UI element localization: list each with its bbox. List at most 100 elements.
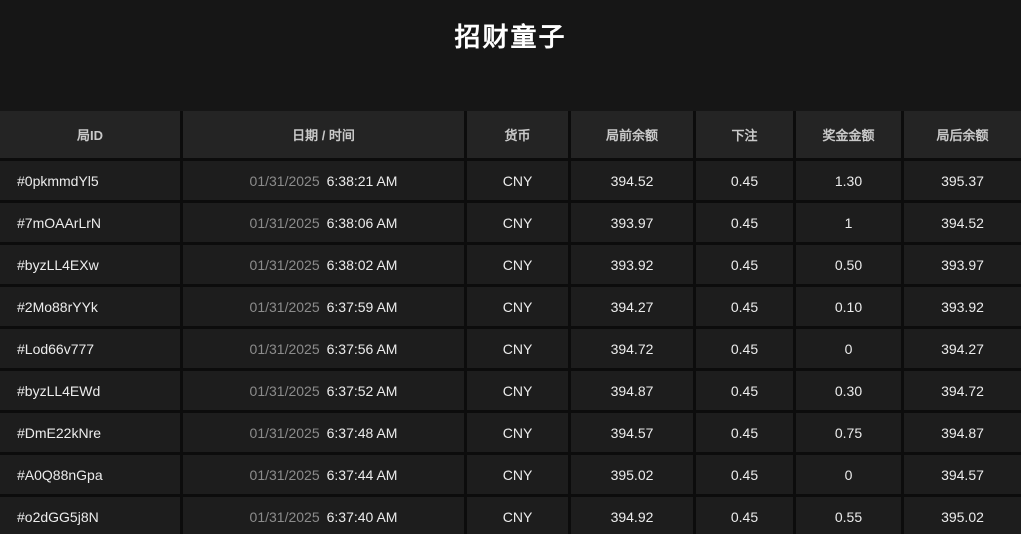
table-row: #o2dGG5j8N 01/31/2025 6:37:40 AM CNY 394.… — [0, 497, 1021, 534]
prize-cell: 0 — [796, 455, 904, 497]
prize-cell: 0.30 — [796, 371, 904, 413]
balance-after-cell: 393.92 — [904, 287, 1021, 329]
balance-before-cell: 395.02 — [571, 455, 696, 497]
balance-before-cell: 394.52 — [571, 161, 696, 203]
table-row: #DmE22kNre 01/31/2025 6:37:48 AM CNY 394.… — [0, 413, 1021, 455]
date-text: 01/31/2025 — [249, 340, 320, 357]
bet-cell: 0.45 — [696, 329, 796, 371]
bet-cell: 0.45 — [696, 371, 796, 413]
datetime-cell: 01/31/2025 6:38:06 AM — [183, 203, 467, 245]
currency-cell: CNY — [467, 413, 571, 455]
date-text: 01/31/2025 — [249, 172, 320, 189]
time-text: 6:37:52 AM — [326, 382, 398, 399]
datetime-cell: 01/31/2025 6:37:59 AM — [183, 287, 467, 329]
round-id-cell: #2Mo88rYYk — [0, 287, 183, 329]
prize-cell: 1.30 — [796, 161, 904, 203]
prize-cell: 0 — [796, 329, 904, 371]
prize-cell: 0.10 — [796, 287, 904, 329]
prize-cell: 1 — [796, 203, 904, 245]
prize-cell: 0.75 — [796, 413, 904, 455]
time-text: 6:38:02 AM — [326, 256, 398, 273]
prize-cell: 0.50 — [796, 245, 904, 287]
datetime-cell: 01/31/2025 6:37:44 AM — [183, 455, 467, 497]
balance-before-cell: 394.92 — [571, 497, 696, 534]
bet-history-table: 局ID 日期 / 时间 货币 局前余额 下注 奖金金额 局后余额 #0pkmmd… — [0, 111, 1021, 534]
date-text: 01/31/2025 — [249, 508, 320, 525]
balance-before-cell: 393.97 — [571, 203, 696, 245]
bet-cell: 0.45 — [696, 413, 796, 455]
table-row: #7mOAArLrN 01/31/2025 6:38:06 AM CNY 393.… — [0, 203, 1021, 245]
datetime-cell: 01/31/2025 6:37:56 AM — [183, 329, 467, 371]
table-row: #byzLL4EWd 01/31/2025 6:37:52 AM CNY 394.… — [0, 371, 1021, 413]
time-text: 6:37:59 AM — [326, 298, 398, 315]
round-id-cell: #byzLL4EXw — [0, 245, 183, 287]
time-text: 6:38:21 AM — [326, 172, 398, 189]
balance-before-cell: 393.92 — [571, 245, 696, 287]
prize-cell: 0.55 — [796, 497, 904, 534]
balance-before-cell: 394.72 — [571, 329, 696, 371]
round-id-cell: #byzLL4EWd — [0, 371, 183, 413]
balance-after-cell: 395.37 — [904, 161, 1021, 203]
balance-before-cell: 394.87 — [571, 371, 696, 413]
balance-after-cell: 395.02 — [904, 497, 1021, 534]
bet-cell: 0.45 — [696, 497, 796, 534]
time-text: 6:37:40 AM — [326, 508, 398, 525]
currency-cell: CNY — [467, 245, 571, 287]
column-header-bet: 下注 — [696, 111, 796, 161]
balance-before-cell: 394.27 — [571, 287, 696, 329]
currency-cell: CNY — [467, 497, 571, 534]
table-body: #0pkmmdYl5 01/31/2025 6:38:21 AM CNY 394.… — [0, 161, 1021, 534]
currency-cell: CNY — [467, 203, 571, 245]
round-id-cell: #o2dGG5j8N — [0, 497, 183, 534]
bet-cell: 0.45 — [696, 203, 796, 245]
currency-cell: CNY — [467, 287, 571, 329]
round-id-cell: #7mOAArLrN — [0, 203, 183, 245]
time-text: 6:38:06 AM — [326, 214, 398, 231]
round-id-cell: #0pkmmdYl5 — [0, 161, 183, 203]
currency-cell: CNY — [467, 329, 571, 371]
round-id-cell: #A0Q88nGpa — [0, 455, 183, 497]
datetime-cell: 01/31/2025 6:37:40 AM — [183, 497, 467, 534]
time-text: 6:37:56 AM — [326, 340, 398, 357]
balance-before-cell: 394.57 — [571, 413, 696, 455]
balance-after-cell: 394.27 — [904, 329, 1021, 371]
column-header-currency: 货币 — [467, 111, 571, 161]
table-header: 局ID 日期 / 时间 货币 局前余额 下注 奖金金额 局后余额 — [0, 111, 1021, 161]
date-text: 01/31/2025 — [249, 214, 320, 231]
time-text: 6:37:44 AM — [326, 466, 398, 483]
time-text: 6:37:48 AM — [326, 424, 398, 441]
datetime-cell: 01/31/2025 6:37:48 AM — [183, 413, 467, 455]
table-row: #A0Q88nGpa 01/31/2025 6:37:44 AM CNY 395.… — [0, 455, 1021, 497]
table-row: #Lod66v777 01/31/2025 6:37:56 AM CNY 394.… — [0, 329, 1021, 371]
column-header-balance-after: 局后余额 — [904, 111, 1021, 161]
date-text: 01/31/2025 — [249, 256, 320, 273]
balance-after-cell: 394.72 — [904, 371, 1021, 413]
date-text: 01/31/2025 — [249, 382, 320, 399]
currency-cell: CNY — [467, 161, 571, 203]
balance-after-cell: 394.87 — [904, 413, 1021, 455]
table-row: #2Mo88rYYk 01/31/2025 6:37:59 AM CNY 394.… — [0, 287, 1021, 329]
title-bar: 招财童子 — [0, 0, 1021, 111]
column-header-round-id: 局ID — [0, 111, 183, 161]
column-header-datetime: 日期 / 时间 — [183, 111, 467, 161]
bet-cell: 0.45 — [696, 287, 796, 329]
column-header-prize: 奖金金额 — [796, 111, 904, 161]
bet-cell: 0.45 — [696, 161, 796, 203]
datetime-cell: 01/31/2025 6:37:52 AM — [183, 371, 467, 413]
balance-after-cell: 394.52 — [904, 203, 1021, 245]
bet-cell: 0.45 — [696, 455, 796, 497]
balance-after-cell: 394.57 — [904, 455, 1021, 497]
currency-cell: CNY — [467, 371, 571, 413]
datetime-cell: 01/31/2025 6:38:21 AM — [183, 161, 467, 203]
date-text: 01/31/2025 — [249, 298, 320, 315]
round-id-cell: #DmE22kNre — [0, 413, 183, 455]
date-text: 01/31/2025 — [249, 424, 320, 441]
date-text: 01/31/2025 — [249, 466, 320, 483]
table-row: #byzLL4EXw 01/31/2025 6:38:02 AM CNY 393.… — [0, 245, 1021, 287]
datetime-cell: 01/31/2025 6:38:02 AM — [183, 245, 467, 287]
page-title: 招财童子 — [454, 22, 567, 52]
balance-after-cell: 393.97 — [904, 245, 1021, 287]
header-row: 局ID 日期 / 时间 货币 局前余额 下注 奖金金额 局后余额 — [0, 111, 1021, 161]
bet-cell: 0.45 — [696, 245, 796, 287]
column-header-balance-before: 局前余额 — [571, 111, 696, 161]
